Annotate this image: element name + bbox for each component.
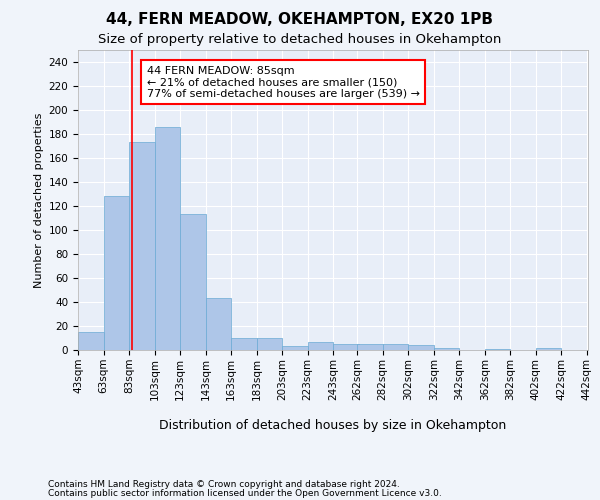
Text: Distribution of detached houses by size in Okehampton: Distribution of detached houses by size …: [160, 420, 506, 432]
Bar: [434, 348, 459, 350]
Bar: [383, 344, 408, 350]
Bar: [282, 346, 308, 350]
Text: 44 FERN MEADOW: 85sqm
← 21% of detached houses are smaller (150)
77% of semi-det: 44 FERN MEADOW: 85sqm ← 21% of detached …: [147, 66, 420, 99]
Text: Contains public sector information licensed under the Open Government Licence v3: Contains public sector information licen…: [48, 489, 442, 498]
Text: 44, FERN MEADOW, OKEHAMPTON, EX20 1PB: 44, FERN MEADOW, OKEHAMPTON, EX20 1PB: [107, 12, 493, 28]
Bar: [206, 298, 231, 350]
Bar: [231, 338, 257, 350]
Bar: [78, 332, 104, 350]
Y-axis label: Number of detached properties: Number of detached properties: [34, 112, 44, 288]
Text: Size of property relative to detached houses in Okehampton: Size of property relative to detached ho…: [98, 32, 502, 46]
Bar: [408, 345, 434, 350]
Bar: [308, 342, 333, 350]
Bar: [257, 338, 282, 350]
Bar: [129, 142, 155, 350]
Bar: [180, 214, 206, 350]
Bar: [155, 127, 180, 350]
Bar: [357, 344, 383, 350]
Bar: [485, 349, 510, 350]
Bar: [333, 344, 359, 350]
Bar: [536, 348, 561, 350]
Text: Contains HM Land Registry data © Crown copyright and database right 2024.: Contains HM Land Registry data © Crown c…: [48, 480, 400, 489]
Bar: [104, 196, 129, 350]
